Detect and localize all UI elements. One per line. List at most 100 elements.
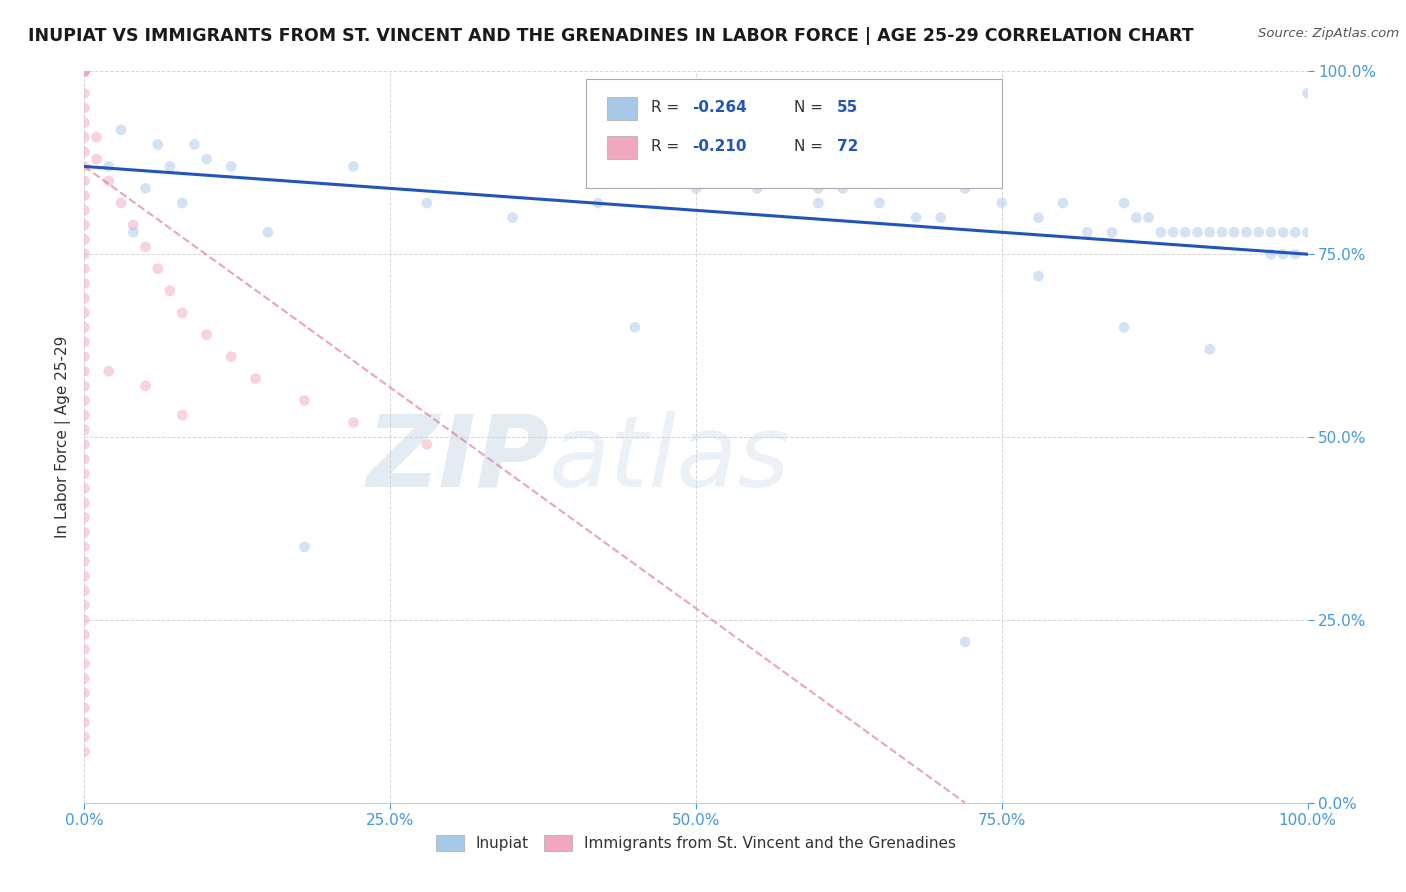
Point [416,437,439,451]
Point [747,181,769,195]
Point [73,730,96,744]
Point [807,181,830,195]
Point [159,284,181,298]
Point [807,196,830,211]
Point [73,233,96,247]
Point [73,569,96,583]
Point [73,145,96,159]
Point [172,306,194,320]
Point [1198,225,1220,239]
Point [73,437,96,451]
Legend: Inupiat, Immigrants from St. Vincent and the Grenadines: Inupiat, Immigrants from St. Vincent and… [430,830,962,857]
Point [183,137,205,152]
Point [1296,87,1319,101]
Text: N =: N = [794,139,828,154]
Point [685,181,707,195]
Point [73,130,96,145]
Point [97,364,120,378]
Point [73,247,96,261]
Text: -0.210: -0.210 [692,139,747,154]
Point [73,613,96,627]
Point [502,211,524,225]
Point [1028,211,1050,225]
Text: INUPIAT VS IMMIGRANTS FROM ST. VINCENT AND THE GRENADINES IN LABOR FORCE | AGE 2: INUPIAT VS IMMIGRANTS FROM ST. VINCENT A… [28,27,1194,45]
Point [73,64,96,78]
Point [135,181,157,195]
Point [195,327,218,342]
Point [73,452,96,467]
Point [73,423,96,437]
Point [257,225,280,239]
Point [1236,225,1258,239]
Point [73,277,96,291]
Point [73,64,96,78]
Point [1052,196,1074,211]
Point [905,211,928,225]
Point [73,510,96,524]
Point [135,240,157,254]
Point [73,467,96,481]
Point [1260,247,1282,261]
Text: R =: R = [651,139,683,154]
Point [73,672,96,686]
Point [73,364,96,378]
Point [953,635,976,649]
Point [73,218,96,232]
Text: N =: N = [794,101,828,115]
Point [97,174,120,188]
Point [219,350,242,364]
Point [73,627,96,641]
Point [1150,225,1173,239]
Point [586,196,609,211]
Point [73,334,96,349]
Point [73,64,96,78]
Point [1223,225,1246,239]
Point [110,196,132,211]
Point [135,379,157,393]
Text: -0.264: -0.264 [692,101,747,115]
Point [73,101,96,115]
Point [73,525,96,540]
Point [73,291,96,305]
FancyBboxPatch shape [606,97,637,120]
Point [97,160,120,174]
Point [1137,211,1160,225]
Text: R =: R = [651,101,683,115]
Point [1187,225,1209,239]
Point [1125,211,1147,225]
Point [122,218,145,232]
Text: 72: 72 [837,139,858,154]
Point [110,123,132,137]
Point [73,745,96,759]
Point [73,686,96,700]
Point [624,320,647,334]
Point [73,554,96,568]
Point [953,181,976,195]
Point [73,496,96,510]
Point [73,715,96,730]
FancyBboxPatch shape [606,136,637,159]
Point [86,130,108,145]
Point [294,540,316,554]
Point [73,261,96,276]
Point [1284,225,1306,239]
Point [86,152,108,166]
Point [73,320,96,334]
Point [73,87,96,101]
Point [73,393,96,408]
Point [146,261,169,276]
Point [1272,247,1295,261]
Point [73,174,96,188]
Point [294,393,316,408]
Point [73,700,96,714]
Point [1101,225,1123,239]
Point [73,188,96,202]
Point [73,583,96,598]
Point [245,371,267,385]
Point [172,408,194,422]
Point [929,211,952,225]
Point [991,196,1014,211]
Point [146,137,169,152]
Point [1247,225,1270,239]
Point [122,225,145,239]
